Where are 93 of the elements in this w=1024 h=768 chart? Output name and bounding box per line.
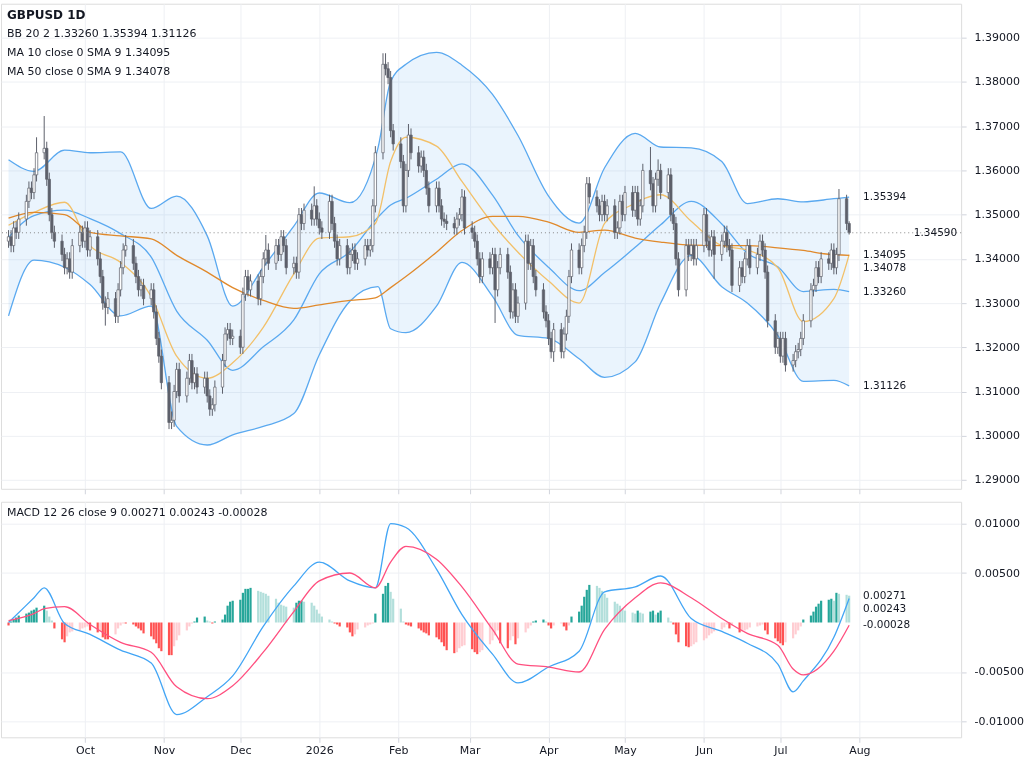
- candlestick: [142, 278, 146, 306]
- annotation: MACD 12 26 close 9 0.00271 0.00243 -0.00028: [6, 505, 268, 519]
- bar: [812, 611, 815, 623]
- y-tick-label: 1.35000: [974, 208, 1020, 222]
- line-series: [7, 545, 850, 700]
- annotation: BB 20 2 1.33260 1.35394 1.31126: [6, 26, 197, 40]
- bar: [827, 599, 830, 623]
- y-tick-label: 1.32000: [974, 340, 1020, 354]
- y-tick-label: 1.37000: [974, 119, 1020, 133]
- bar: [649, 611, 652, 623]
- y-tick-label: 1.39000: [974, 31, 1020, 45]
- bar: [820, 600, 823, 623]
- bar: [195, 617, 199, 623]
- y-tick-label: 1.31000: [974, 385, 1020, 398]
- bar: [651, 610, 655, 623]
- y-tick-label: 1.38000: [974, 75, 1020, 89]
- candlestick: [338, 238, 342, 266]
- bar: [315, 609, 318, 623]
- candlestick: [559, 322, 563, 359]
- line-series: [7, 211, 850, 310]
- bar: [114, 622, 117, 635]
- chart-title: GBPUSD 1D: [6, 7, 86, 22]
- bar: [244, 588, 247, 623]
- line-series: [7, 522, 850, 716]
- x-tick-label: Jun: [694, 743, 714, 757]
- bar: [221, 619, 224, 623]
- annotation: MA 50 close 0 SMA 9 1.34078: [6, 64, 171, 78]
- x-tick-label: Dec: [230, 743, 252, 757]
- bar: [814, 606, 818, 623]
- x-tick-label: Oct: [75, 743, 96, 757]
- bar: [310, 602, 313, 623]
- bar: [313, 605, 316, 623]
- bar: [320, 616, 323, 623]
- annotation: -0.00028: [862, 618, 911, 631]
- bar: [606, 597, 609, 623]
- x-tick-label: Feb: [389, 743, 409, 757]
- bar: [374, 613, 377, 623]
- y-tick-label: 1.30000: [974, 429, 1020, 443]
- y-tick-label: -0.01000: [974, 714, 1024, 728]
- bar: [246, 588, 250, 623]
- candlestick: [577, 242, 581, 275]
- x-tick-label: May: [614, 743, 638, 757]
- y-tick-label: 1.36000: [974, 163, 1020, 177]
- bar: [277, 602, 280, 623]
- bar: [809, 615, 813, 623]
- annotation: 0.00271: [862, 588, 907, 601]
- candlestick: [345, 238, 349, 275]
- x-tick-label: Aug: [849, 743, 871, 757]
- y-tick-label: 1.33000: [974, 296, 1020, 310]
- bar: [399, 608, 402, 623]
- ref-line-label: 1.34590: [913, 225, 958, 238]
- bar: [226, 605, 229, 623]
- candlestick: [488, 251, 492, 275]
- bar: [384, 585, 387, 623]
- bar: [623, 610, 627, 623]
- y-tick-label: 1.34000: [974, 252, 1020, 266]
- x-tick-label: Jul: [773, 743, 788, 757]
- y-tick-label: 1.29000: [974, 473, 1020, 487]
- x-tick-label: Mar: [459, 743, 481, 757]
- y-tick-label: -0.00500: [974, 665, 1024, 679]
- bar: [667, 617, 670, 623]
- bar: [386, 582, 390, 623]
- annotation: 0.00243: [862, 601, 907, 614]
- annotation: 1.35394: [862, 190, 907, 203]
- x-tick-label: 2026: [305, 743, 334, 757]
- bar: [318, 613, 321, 623]
- candlestick: [246, 269, 250, 297]
- annotation: MA 10 close 0 SMA 9 1.34095: [6, 45, 171, 59]
- annotation: 1.33260: [862, 284, 907, 297]
- annotation: 1.31126: [862, 378, 907, 391]
- bar: [588, 584, 591, 623]
- bar: [570, 616, 573, 623]
- bar: [356, 622, 359, 630]
- bar: [585, 589, 588, 623]
- bar: [817, 603, 820, 623]
- candlestick: [248, 273, 253, 297]
- y-tick-label: 0.00500: [974, 566, 1020, 580]
- bar: [677, 622, 680, 643]
- x-tick-label: Nov: [153, 743, 176, 757]
- y-tick-label: 0.01000: [974, 517, 1020, 531]
- candlestick: [256, 273, 260, 306]
- bar: [389, 591, 392, 623]
- bar: [631, 612, 634, 623]
- x-tick-label: Apr: [539, 743, 560, 757]
- annotation: 1.34078: [862, 260, 907, 273]
- bar: [249, 587, 252, 623]
- candlestick: [659, 163, 663, 200]
- bar: [203, 616, 206, 623]
- candlestick: [552, 322, 556, 363]
- annotation: 1.34095: [862, 247, 907, 260]
- bar: [45, 610, 48, 623]
- bar: [241, 592, 244, 623]
- bar: [514, 622, 517, 645]
